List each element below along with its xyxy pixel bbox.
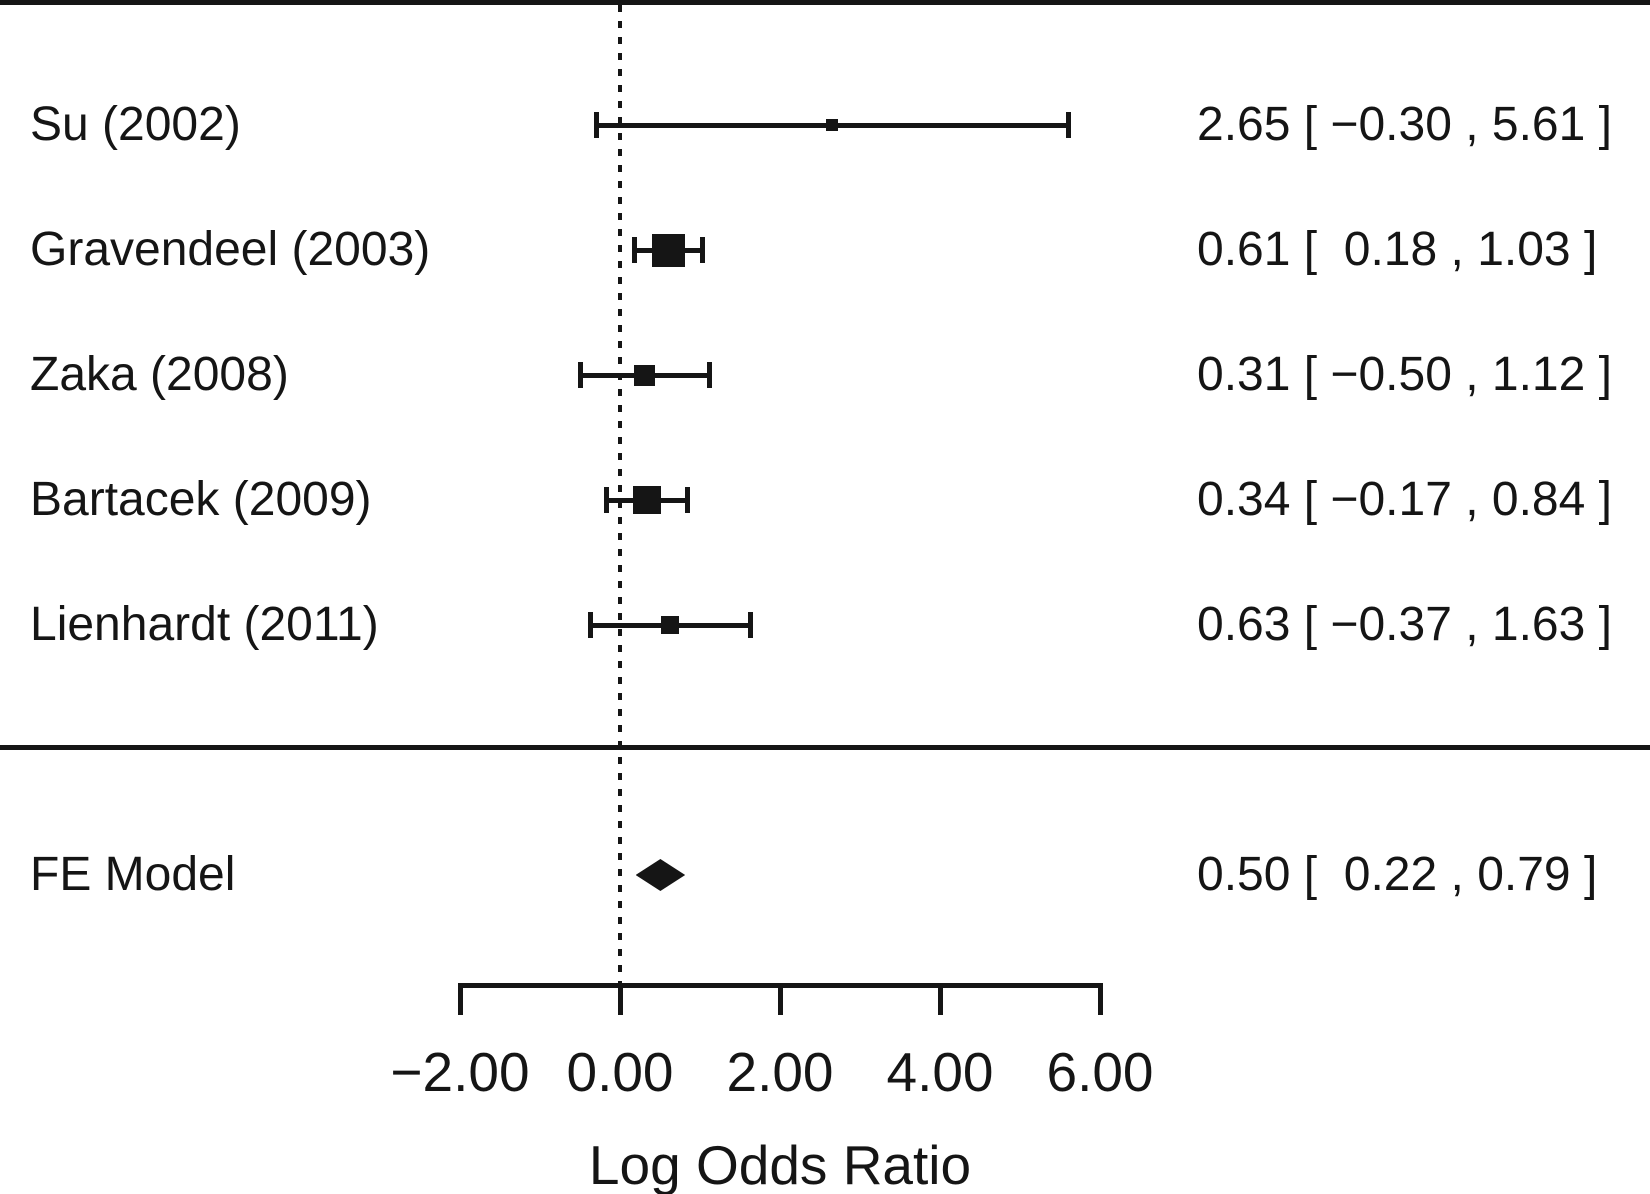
ci-cap-lower xyxy=(593,112,599,138)
x-axis-title: Log Odds Ratio xyxy=(588,1134,972,1194)
x-axis-tick-label: −2.00 xyxy=(390,1041,530,1103)
x-axis-tick xyxy=(777,983,783,1015)
study-label: Su (2002) xyxy=(30,98,241,151)
estimate-ci-annotation: 0.63 [ −0.37 , 1.63 ] xyxy=(1197,598,1612,651)
estimate-ci-annotation: 0.31 [ −0.50 , 1.12 ] xyxy=(1197,348,1612,401)
x-axis-tick-label: 0.00 xyxy=(566,1041,674,1103)
estimate-marker xyxy=(634,364,656,386)
study-label: Zaka (2008) xyxy=(30,348,289,401)
ci-cap-lower xyxy=(587,612,593,638)
summary-diamond xyxy=(635,859,686,891)
estimate-marker xyxy=(826,119,838,131)
x-axis-tick-label: 4.00 xyxy=(886,1041,994,1103)
zero-reference-line xyxy=(618,5,622,983)
ci-cap-upper xyxy=(1066,112,1072,138)
estimate-ci-annotation: 0.61 [ 0.18 , 1.03 ] xyxy=(1197,223,1598,276)
x-axis-tick xyxy=(1097,983,1103,1015)
ci-cap-upper xyxy=(699,237,705,263)
estimate-marker xyxy=(661,616,680,634)
top-rule xyxy=(0,0,1650,5)
ci-cap-lower xyxy=(631,237,637,263)
ci-cap-upper xyxy=(684,487,690,513)
summary-ci-annotation: 0.50 [ 0.22 , 0.79 ] xyxy=(1197,848,1598,901)
estimate-marker xyxy=(652,233,686,267)
summary-label: FE Model xyxy=(30,848,236,901)
estimate-ci-annotation: 2.65 [ −0.30 , 5.61 ] xyxy=(1197,98,1612,151)
x-axis-tick xyxy=(457,983,463,1015)
ci-cap-lower xyxy=(577,362,583,388)
ci-cap-lower xyxy=(603,487,609,513)
ci-cap-upper xyxy=(707,362,713,388)
x-axis-tick xyxy=(617,983,623,1015)
x-axis-tick-label: 6.00 xyxy=(1046,1041,1154,1103)
x-axis-tick xyxy=(937,983,943,1015)
summary-separator-rule xyxy=(0,745,1650,750)
estimate-marker xyxy=(633,486,662,514)
ci-cap-upper xyxy=(747,612,753,638)
study-label: Bartacek (2009) xyxy=(30,473,372,526)
study-label: Lienhardt (2011) xyxy=(30,598,379,651)
x-axis-tick-label: 2.00 xyxy=(726,1041,834,1103)
study-label: Gravendeel (2003) xyxy=(30,223,431,276)
estimate-ci-annotation: 0.34 [ −0.17 , 0.84 ] xyxy=(1197,473,1612,526)
